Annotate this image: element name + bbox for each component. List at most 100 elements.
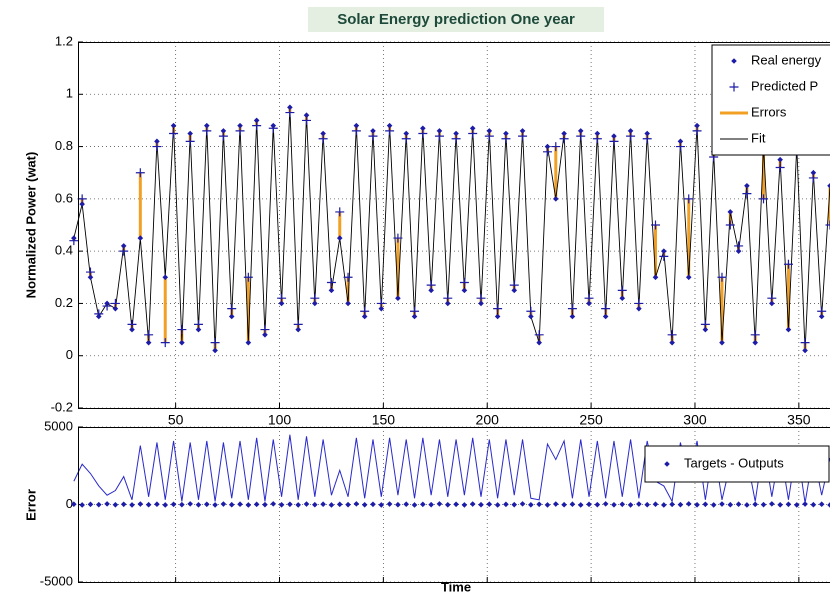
data-point [218, 131, 228, 141]
data-point [503, 501, 509, 508]
data-point [335, 207, 345, 217]
data-point [235, 126, 245, 136]
data-point [385, 126, 395, 136]
data-point [328, 502, 335, 508]
data-point [343, 272, 353, 282]
data-point [511, 287, 518, 294]
data-point [361, 502, 368, 508]
data-point [636, 501, 642, 507]
data-point [453, 501, 459, 508]
data-point [285, 108, 295, 118]
data-point [702, 326, 709, 333]
plot-area [78, 42, 830, 408]
data-point [735, 248, 742, 254]
x-tick-label: 300 [683, 412, 707, 428]
data-point [120, 243, 127, 249]
data-point [203, 501, 210, 508]
data-point [436, 501, 443, 507]
data-point [253, 501, 260, 508]
data-point [102, 301, 112, 311]
data-point [742, 189, 752, 199]
legend-label: Errors [751, 104, 787, 119]
data-point [119, 246, 129, 256]
data-point [202, 126, 212, 136]
data-point [661, 248, 667, 254]
data-point [576, 131, 586, 141]
data-point [203, 122, 210, 129]
data-point [586, 501, 592, 508]
data-point [528, 313, 534, 320]
data-point [534, 330, 544, 340]
data-point [561, 130, 567, 137]
data-point [179, 339, 185, 346]
data-point [478, 300, 484, 307]
data-point [220, 501, 227, 507]
data-point [351, 126, 361, 136]
data-point [584, 293, 594, 303]
legend-swatch [731, 58, 737, 64]
data-point [353, 122, 360, 129]
data-point [345, 501, 351, 508]
data-point [750, 330, 760, 340]
y-tick-label: 0.6 [55, 190, 73, 205]
data-point [444, 300, 451, 307]
fit-line [73, 107, 830, 351]
data-point [675, 142, 685, 152]
data-point [85, 267, 95, 277]
data-point [577, 502, 584, 508]
data-point [453, 130, 459, 137]
data-point [253, 117, 260, 124]
data-point [411, 502, 418, 508]
data-point [193, 319, 203, 329]
data-point [586, 300, 592, 307]
data-point [744, 182, 750, 189]
data-point [619, 501, 626, 508]
data-point [602, 313, 609, 320]
y-tick-label: 0.8 [55, 138, 73, 153]
data-point [767, 293, 777, 303]
data-point [94, 309, 104, 319]
data-point [95, 501, 102, 508]
data-point [154, 501, 160, 507]
data-point [667, 330, 677, 340]
data-point [519, 501, 526, 507]
x-tick-label: 100 [268, 412, 292, 428]
data-point [677, 138, 684, 145]
data-point [601, 304, 611, 314]
data-point [827, 502, 830, 508]
data-point [486, 501, 493, 507]
x-tick-label: 50 [168, 412, 184, 428]
data-point [802, 501, 808, 507]
data-point [611, 133, 617, 139]
data-point [187, 130, 193, 137]
data-point [169, 129, 179, 138]
data-point [552, 196, 559, 202]
data-point [436, 128, 443, 134]
data-point [461, 502, 468, 508]
series-line [73, 434, 830, 504]
legend-label: Real energy [751, 52, 822, 67]
data-point [393, 233, 403, 243]
data-point [825, 220, 830, 230]
data-point [569, 501, 576, 507]
data-point [827, 182, 830, 189]
axes-box [78, 42, 830, 409]
data-point [644, 130, 650, 137]
data-point [237, 501, 243, 507]
data-point [669, 501, 675, 508]
data-point [370, 501, 376, 508]
data-point [418, 129, 428, 138]
data-point [386, 501, 393, 507]
data-point [661, 502, 667, 508]
data-point [411, 313, 418, 320]
data-point [518, 131, 528, 141]
data-point [152, 142, 162, 152]
data-point [451, 134, 461, 144]
data-point [777, 502, 783, 508]
data-point [71, 501, 77, 507]
data-point [210, 338, 220, 348]
data-point [669, 339, 675, 346]
data-point [287, 104, 293, 111]
data-point [195, 326, 202, 333]
data-point [717, 272, 727, 282]
